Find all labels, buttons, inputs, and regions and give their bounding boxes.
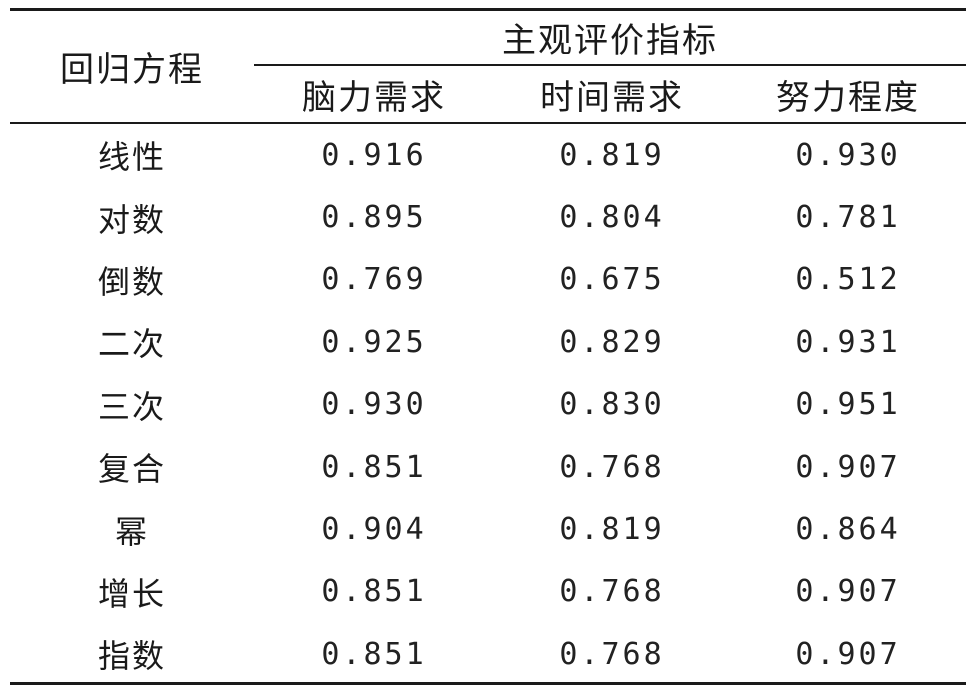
table-cell: 0.512 (795, 262, 901, 298)
table-cell: 0.769 (321, 262, 427, 298)
table-cell: 0.916 (321, 137, 427, 173)
stub-header: 回归方程 (60, 50, 204, 90)
table-cell: 0.907 (795, 449, 901, 485)
table-cell: 0.907 (795, 636, 901, 672)
row-label: 对数 (97, 200, 166, 239)
table-cell: 0.951 (795, 387, 901, 423)
row-label: 倒数 (97, 262, 166, 301)
row-label: 幂 (114, 512, 149, 551)
row-label: 指数 (97, 637, 166, 676)
bottom-rule (10, 682, 966, 685)
row-label: 线性 (97, 138, 166, 177)
table-cell: 0.781 (795, 200, 901, 236)
table-cell: 0.804 (559, 200, 665, 236)
table-cell: 0.895 (321, 200, 427, 236)
table-cell: 0.830 (559, 387, 665, 423)
table-cell: 0.675 (559, 262, 665, 298)
table-cell: 0.930 (795, 137, 901, 173)
table-cell: 0.819 (559, 137, 665, 173)
column-header-mental-demand: 脑力需求 (302, 77, 446, 118)
row-label: 复合 (97, 450, 166, 489)
table-cell: 0.930 (321, 387, 427, 423)
row-label: 二次 (97, 325, 166, 364)
table-cell: 0.904 (321, 512, 427, 548)
table-cell: 0.931 (795, 324, 901, 360)
table-cell: 0.907 (795, 574, 901, 610)
group-header: 主观评价指标 (502, 21, 718, 61)
header-rule (10, 122, 966, 124)
row-label: 增长 (97, 574, 166, 613)
column-header-temporal-demand: 时间需求 (540, 77, 684, 118)
group-rule (254, 64, 966, 66)
table-cell: 0.768 (559, 449, 665, 485)
table-cell: 0.864 (795, 512, 901, 548)
table-cell: 0.819 (559, 512, 665, 548)
column-header-effort: 努力程度 (776, 77, 920, 118)
top-rule (10, 8, 966, 11)
table-cell: 0.768 (559, 636, 665, 672)
table-cell: 0.768 (559, 574, 665, 610)
regression-table: 回归方程 主观评价指标 脑力需求 时间需求 努力程度 线性 0.916 0.819 0… (10, 8, 966, 685)
table-cell: 0.925 (321, 324, 427, 360)
table-cell: 0.829 (559, 324, 665, 360)
table-cell: 0.851 (321, 636, 427, 672)
table-cell: 0.851 (321, 574, 427, 610)
row-label: 三次 (97, 387, 166, 426)
table-cell: 0.851 (321, 449, 427, 485)
